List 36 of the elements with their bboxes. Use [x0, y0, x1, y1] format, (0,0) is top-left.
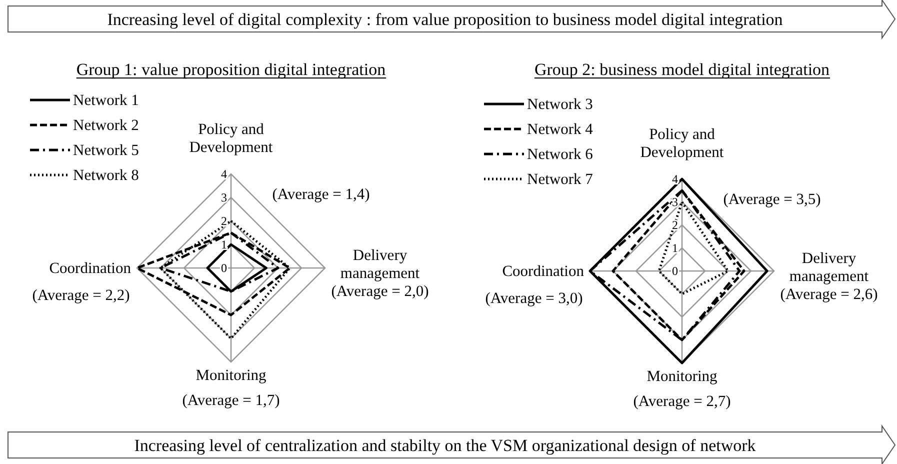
y-tick-label: 1	[672, 241, 678, 255]
y-tick-label: 0	[221, 261, 227, 275]
text: (Average = 3,0)	[485, 290, 583, 307]
spoke-label: Monitoring	[646, 368, 718, 385]
y-tick-label: 4	[672, 172, 678, 186]
y-tick-label: 3	[221, 190, 227, 204]
text: (Average = 1,4)	[272, 186, 370, 203]
chart-title: Group 2: business model digital integration	[534, 60, 830, 79]
chart-title: Group 1: value proposition digital integration	[76, 60, 386, 79]
legend-label: Network 3	[527, 96, 594, 113]
spoke-label: Coordination	[49, 260, 132, 277]
legend-label: Network 8	[73, 167, 140, 184]
spoke-label: Coordination	[502, 263, 584, 280]
legend-label: Network 1	[73, 92, 139, 109]
y-tick-label: 2	[221, 214, 227, 228]
legend-label: Network 7	[527, 171, 594, 188]
spoke-label: Policy and Development	[189, 121, 274, 156]
legend-label: Network 2	[73, 117, 139, 134]
y-tick-label: 0	[672, 264, 678, 278]
legend-label: Network 4	[527, 121, 594, 138]
text: Increasing level of centralization and stabilty on the VSM organizational design of network	[134, 436, 756, 455]
text: (Average = 1,7)	[182, 392, 280, 409]
y-tick-label: 1	[221, 238, 227, 252]
text: (Average = 2,2)	[32, 287, 130, 304]
text: (Average = 2,7)	[633, 393, 731, 410]
text: Increasing level of digital complexity : from value proposition to business model digital integration	[107, 10, 784, 29]
legend-label: Network 5	[73, 142, 140, 159]
spoke-label: Delivery management	[340, 247, 420, 282]
text: (Average = 2,0)	[331, 283, 429, 300]
legend-label: Network 6	[527, 146, 594, 163]
spoke-label: Delivery management	[789, 250, 870, 285]
y-tick-label: 4	[221, 167, 227, 181]
text: (Average = 3,5)	[723, 191, 821, 208]
spoke-label: Policy and Development	[640, 126, 724, 161]
spoke-label: Monitoring	[196, 367, 267, 384]
text: (Average = 2,6)	[780, 286, 878, 303]
